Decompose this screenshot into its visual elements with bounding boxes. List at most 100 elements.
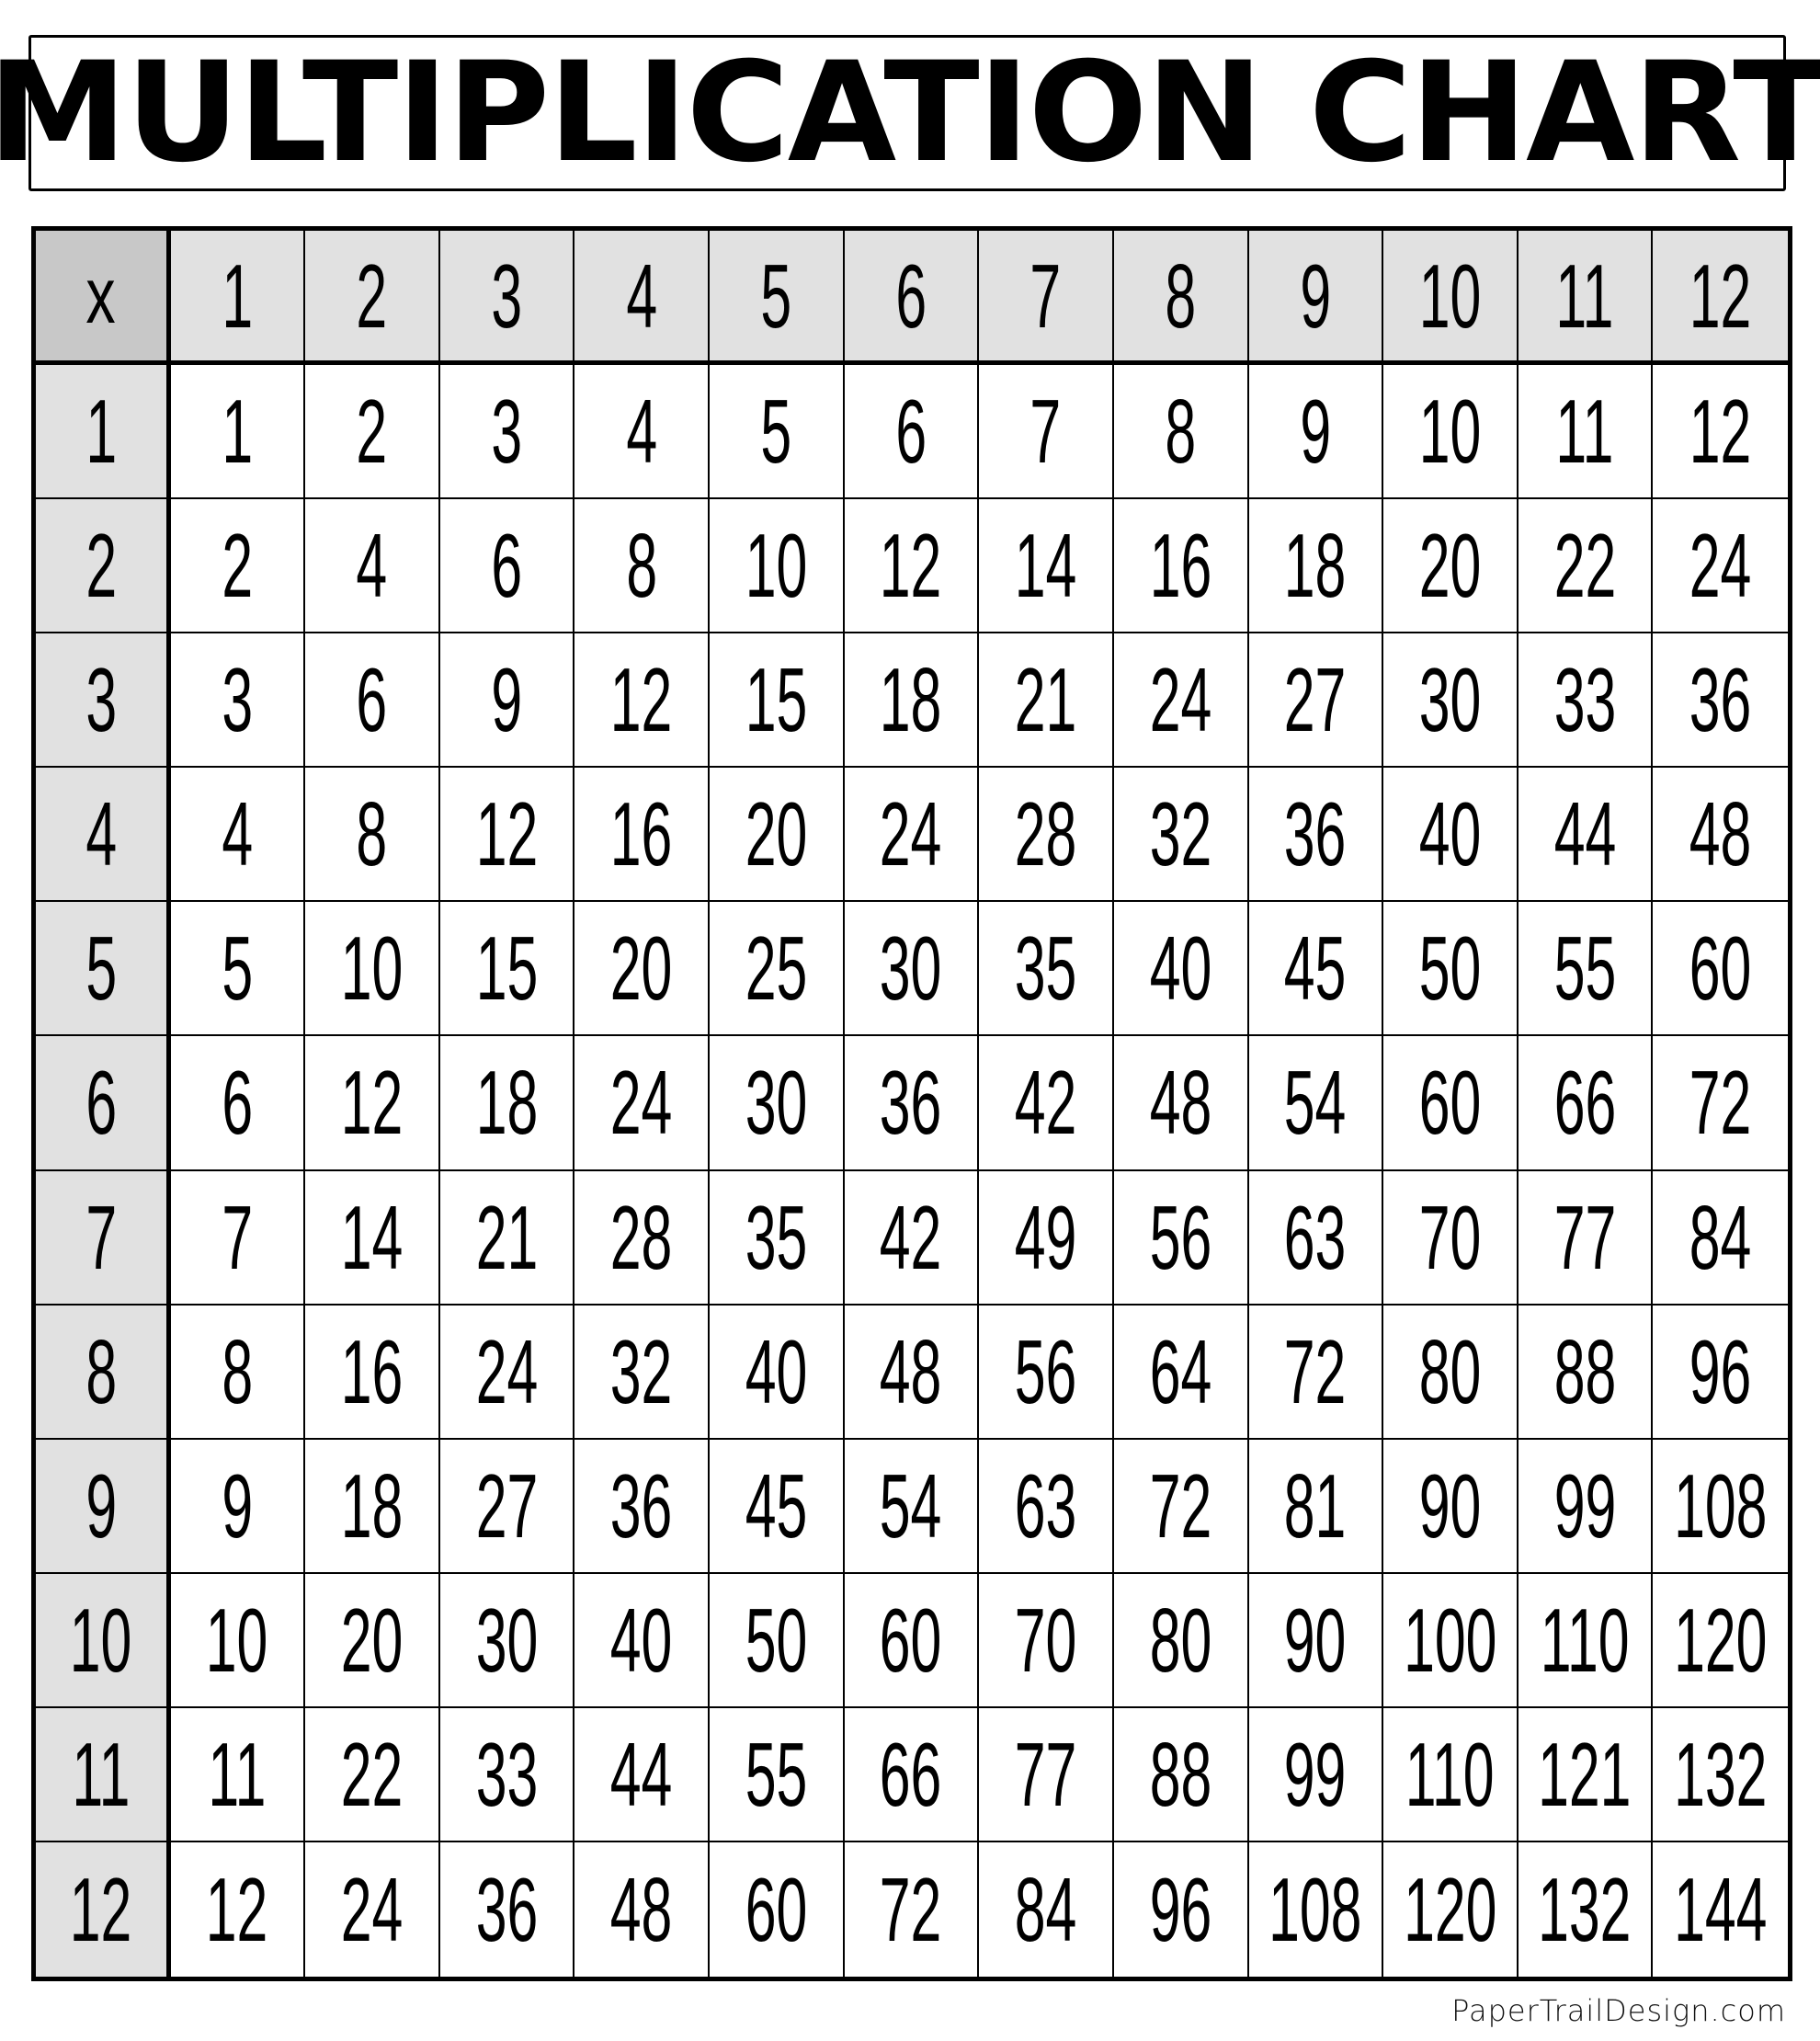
product-cell-text: 16: [1149, 515, 1212, 617]
product-cell-text: 3: [491, 381, 523, 483]
corner-cell: x: [36, 231, 171, 366]
product-cell-text: 45: [745, 1454, 808, 1556]
product-cell: 9: [439, 633, 575, 769]
product-cell-text: 7: [222, 1186, 253, 1288]
column-header-text: 6: [895, 245, 927, 347]
product-cell-text: 60: [745, 1858, 808, 1960]
product-cell-text: 48: [609, 1858, 673, 1960]
column-header-text: 8: [1165, 245, 1197, 347]
product-cell-text: 90: [1418, 1454, 1482, 1556]
product-cell: 121: [1518, 1707, 1654, 1842]
product-cell-text: 27: [1284, 649, 1347, 751]
product-cell-text: 77: [1014, 1723, 1077, 1825]
product-cell: 24: [844, 768, 980, 903]
product-cell: 36: [1653, 633, 1788, 769]
product-cell-text: 12: [880, 515, 942, 617]
product-cell-text: 63: [1284, 1186, 1347, 1288]
product-cell-text: 10: [745, 515, 808, 617]
product-cell: 20: [305, 1573, 440, 1708]
product-cell-text: 12: [206, 1858, 268, 1960]
product-cell-text: 5: [222, 918, 253, 1020]
row-header-text: 8: [85, 1320, 117, 1422]
product-cell-text: 45: [1284, 918, 1347, 1020]
product-cell: 18: [439, 1036, 575, 1171]
product-cell: 12: [439, 768, 575, 903]
product-cell: 54: [844, 1439, 980, 1574]
product-cell-text: 30: [1418, 649, 1482, 751]
product-cell: 32: [1113, 768, 1249, 903]
product-cell: 90: [1248, 1573, 1384, 1708]
page-title: MULTIPLICATION CHART: [0, 33, 1820, 193]
product-cell: 10: [170, 1573, 306, 1708]
product-cell: 9: [1248, 365, 1384, 500]
product-cell-text: 6: [491, 515, 523, 617]
product-cell: 132: [1518, 1841, 1654, 1977]
product-cell: 48: [844, 1305, 980, 1440]
product-cell-text: 24: [609, 1052, 673, 1154]
product-cell: 32: [574, 1305, 711, 1440]
product-cell: 40: [1113, 902, 1249, 1037]
product-cell-text: 21: [1014, 649, 1077, 751]
product-cell-text: 121: [1538, 1723, 1632, 1825]
product-cell-text: 16: [340, 1320, 404, 1422]
row-header-text: 6: [85, 1052, 117, 1154]
product-cell: 63: [1248, 1170, 1384, 1306]
product-cell: 12: [844, 499, 980, 634]
product-cell-text: 49: [1014, 1186, 1077, 1288]
row-header: 9: [36, 1439, 171, 1574]
product-cell-text: 2: [222, 515, 253, 617]
product-cell-text: 80: [1149, 1589, 1212, 1691]
product-cell: 108: [1653, 1439, 1788, 1574]
product-cell: 3: [439, 365, 575, 500]
product-cell: 4: [305, 499, 440, 634]
product-cell: 45: [710, 1439, 845, 1574]
product-cell: 10: [1383, 365, 1519, 500]
product-cell-text: 56: [1014, 1320, 1077, 1422]
product-cell: 49: [979, 1170, 1114, 1306]
product-cell-text: 63: [1014, 1454, 1077, 1556]
product-cell: 10: [305, 902, 440, 1037]
product-cell-text: 88: [1553, 1320, 1616, 1422]
product-cell: 88: [1518, 1305, 1654, 1440]
product-cell-text: 60: [1418, 1052, 1482, 1154]
row-header: 10: [36, 1573, 171, 1708]
product-cell-text: 16: [609, 783, 673, 885]
product-cell: 28: [979, 768, 1114, 903]
product-cell: 36: [439, 1841, 575, 1977]
product-cell: 30: [1383, 633, 1519, 769]
product-cell-text: 5: [760, 381, 792, 483]
product-cell: 14: [305, 1170, 440, 1306]
product-cell-text: 11: [1555, 381, 1614, 483]
product-cell-text: 1: [222, 381, 253, 483]
product-cell: 7: [979, 365, 1114, 500]
row-header: 3: [36, 633, 171, 769]
product-cell: 4: [170, 768, 306, 903]
column-header: 8: [1113, 231, 1249, 366]
product-cell: 12: [305, 1036, 440, 1171]
column-header: 1: [170, 231, 306, 366]
product-cell-text: 21: [475, 1186, 538, 1288]
product-cell-text: 35: [1014, 918, 1077, 1020]
product-cell-text: 8: [1165, 381, 1197, 483]
product-cell: 8: [305, 768, 440, 903]
product-cell-text: 30: [880, 918, 942, 1020]
product-cell-text: 8: [356, 783, 388, 885]
product-cell: 20: [710, 768, 845, 903]
product-cell: 55: [710, 1707, 845, 1842]
product-cell: 22: [305, 1707, 440, 1842]
product-cell: 48: [574, 1841, 711, 1977]
row-header: 4: [36, 768, 171, 903]
product-cell-text: 7: [1029, 381, 1062, 483]
product-cell-text: 60: [1689, 918, 1752, 1020]
row-header-text: 4: [85, 783, 117, 885]
product-cell: 40: [710, 1305, 845, 1440]
product-cell-text: 22: [1553, 515, 1616, 617]
product-cell: 30: [844, 902, 980, 1037]
column-header: 5: [710, 231, 845, 366]
product-cell: 120: [1653, 1573, 1788, 1708]
product-cell: 50: [1383, 902, 1519, 1037]
product-cell-text: 72: [1284, 1320, 1347, 1422]
product-cell-text: 50: [1418, 918, 1482, 1020]
title-box: MULTIPLICATION CHART: [0, 35, 1820, 191]
product-cell: 5: [710, 365, 845, 500]
